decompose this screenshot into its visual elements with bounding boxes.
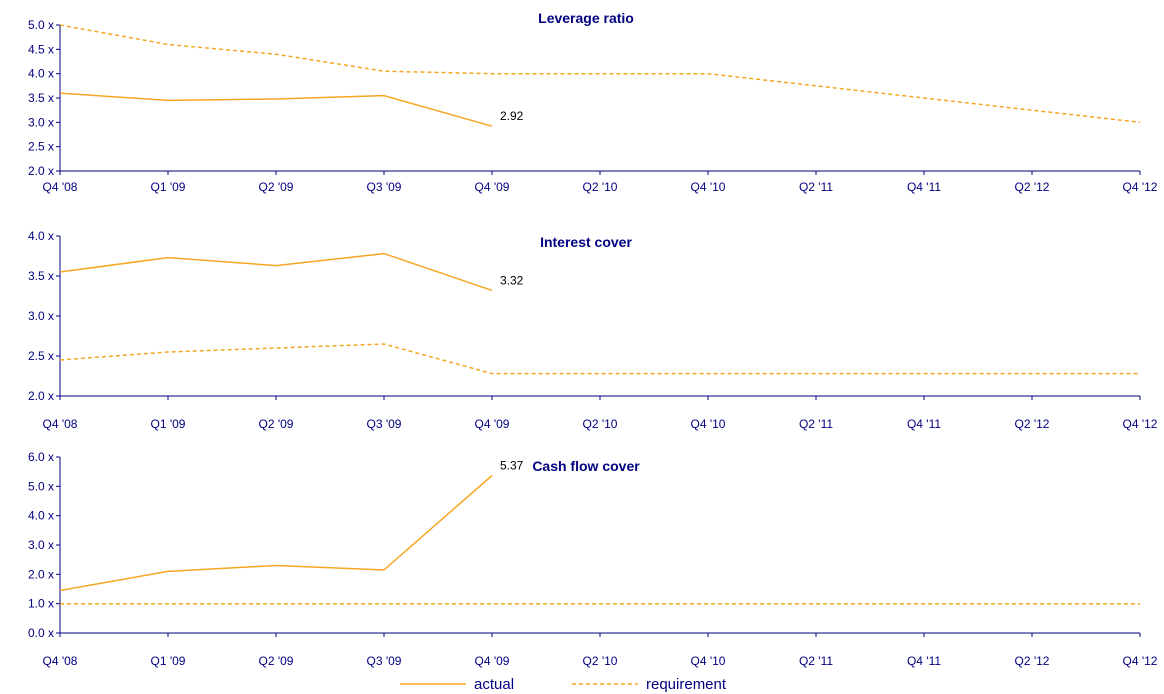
x-tick-label: Q3 '09 (367, 417, 402, 431)
legend-label-requirement: requirement (646, 676, 727, 693)
x-tick-label: Q4 '09 (475, 417, 510, 431)
data-label: 2.92 (500, 109, 524, 123)
y-tick-label: 4.0 x (28, 229, 54, 243)
x-tick-label: Q2 '12 (1015, 180, 1050, 194)
x-tick-label: Q2 '11 (799, 417, 833, 431)
y-tick-label: 2.0 x (28, 389, 54, 403)
y-tick-label: 4.5 x (28, 42, 54, 56)
y-tick-label: 5.0 x (28, 18, 54, 32)
x-tick-label: Q4 '08 (43, 180, 78, 194)
x-tick-label: Q4 '08 (43, 654, 78, 668)
x-tick-label: Q3 '09 (367, 654, 402, 668)
x-tick-label: Q2 '12 (1015, 417, 1050, 431)
y-tick-label: 3.0 x (28, 309, 54, 323)
x-tick-label: Q2 '12 (1015, 654, 1050, 668)
x-tick-label: Q4 '09 (475, 654, 510, 668)
x-tick-label: Q4 '10 (691, 180, 726, 194)
x-tick-label: Q2 '09 (259, 654, 294, 668)
x-tick-label: Q4 '08 (43, 417, 78, 431)
y-tick-label: 5.0 x (28, 479, 54, 493)
series-line-actual (59, 92, 493, 127)
chart-title: Cash flow cover (532, 458, 640, 474)
y-tick-label: 1.0 x (28, 597, 54, 611)
x-tick-label: Q2 '11 (799, 180, 833, 194)
y-tick-label: 6.0 x (28, 450, 54, 464)
x-tick-label: Q4 '10 (691, 654, 726, 668)
series-line-requirement (59, 24, 1141, 124)
legend: actual requirement (400, 676, 727, 693)
data-label: 5.37 (500, 458, 524, 472)
y-tick-label: 2.0 x (28, 567, 54, 581)
y-tick-label: 3.5 x (28, 91, 54, 105)
x-tick-label: Q1 '09 (151, 180, 186, 194)
x-tick-label: Q4 '10 (691, 417, 726, 431)
x-tick-label: Q4 '12 (1123, 180, 1158, 194)
y-tick-label: 3.0 x (28, 538, 54, 552)
x-tick-label: Q2 '11 (799, 654, 833, 668)
chart-2: 0.0 x 1.0 x 2.0 x 3.0 x 4.0 x 5.0 x 6.0 x Q4 '0… (28, 450, 1158, 668)
y-tick-label: 4.0 x (28, 67, 54, 81)
legend-label-actual: actual (474, 676, 514, 693)
y-tick-label: 3.5 x (28, 269, 54, 283)
x-tick-label: Q4 '11 (907, 417, 941, 431)
y-tick-label: 3.0 x (28, 115, 54, 129)
x-tick-label: Q4 '12 (1123, 417, 1158, 431)
series-line-actual (59, 474, 493, 592)
series-line-actual (59, 252, 493, 292)
x-tick-label: Q1 '09 (151, 417, 186, 431)
data-label: 3.32 (500, 273, 524, 287)
y-tick-label: 2.5 x (28, 140, 54, 154)
x-tick-label: Q2 '09 (259, 180, 294, 194)
series-line-requirement (59, 343, 1140, 375)
x-tick-label: Q2 '09 (259, 417, 294, 431)
x-tick-label: Q4 '11 (907, 180, 941, 194)
y-tick-label: 4.0 x (28, 509, 54, 523)
x-tick-label: Q1 '09 (151, 654, 186, 668)
chart-1: 2.0 x 2.5 x 3.0 x 3.5 x 4.0 x Q4 '08 Q1 '09 Q2 … (28, 229, 1158, 431)
y-tick-label: 0.0 x (28, 626, 54, 640)
x-tick-label: Q3 '09 (367, 180, 402, 194)
x-tick-label: Q2 '10 (583, 180, 618, 194)
chart-0: 2.0 x 2.5 x 3.0 x 3.5 x 4.0 x 4.5 x 5.0 x Q4 '0… (28, 10, 1158, 194)
x-tick-label: Q4 '12 (1123, 654, 1158, 668)
x-tick-label: Q2 '10 (583, 417, 618, 431)
x-tick-label: Q2 '10 (583, 654, 618, 668)
y-tick-label: 2.0 x (28, 164, 54, 178)
x-tick-label: Q4 '11 (907, 654, 941, 668)
chart-title: Leverage ratio (538, 10, 634, 26)
chart-title: Interest cover (540, 234, 632, 250)
x-tick-label: Q4 '09 (475, 180, 510, 194)
y-tick-label: 2.5 x (28, 349, 54, 363)
